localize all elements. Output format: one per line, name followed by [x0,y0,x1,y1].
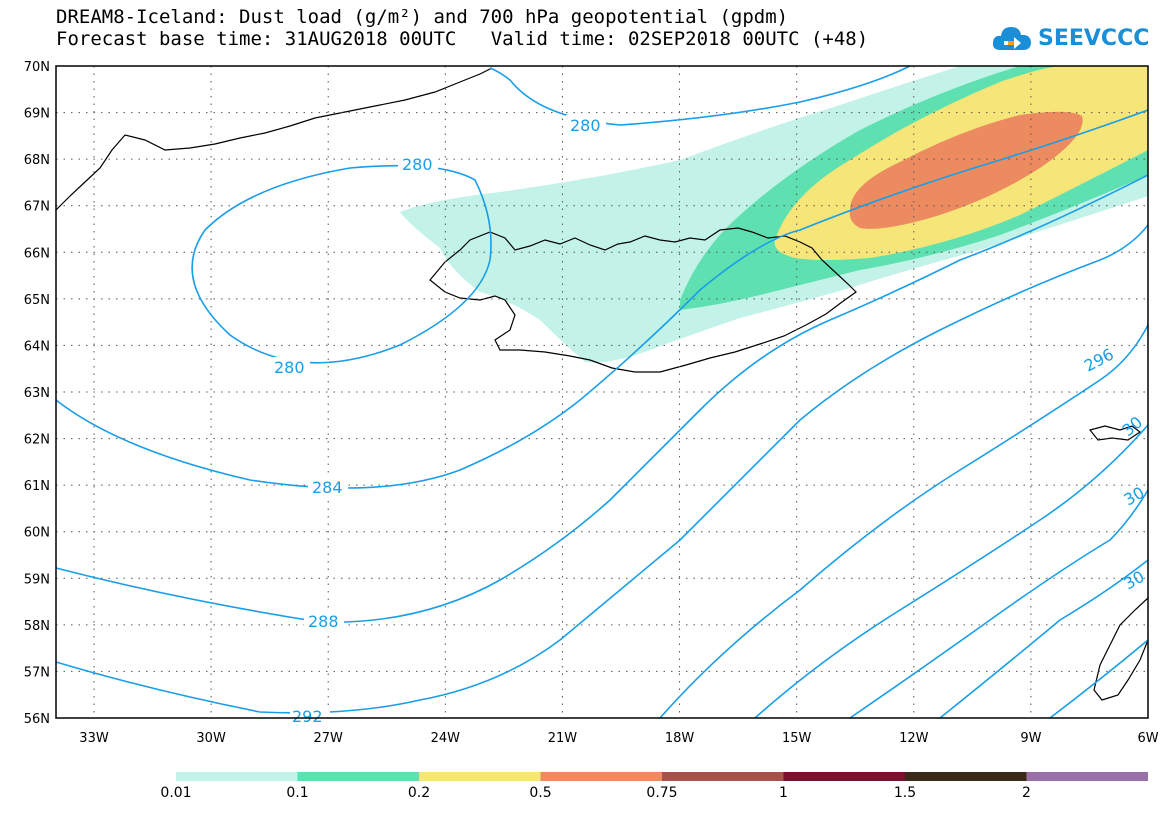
lon-tick-label: 27W [314,731,344,746]
colorbar-label: 0.2 [407,785,431,801]
lon-tick-label: 6W [1137,731,1158,746]
contour-label: 284 [312,478,343,497]
time-info: Forecast base time: 31AUG2018 00UTC Vali… [56,28,868,50]
colorbar [176,772,1148,781]
colorbar-swatch [783,772,905,781]
lat-tick-label: 58N [24,619,50,634]
contour-280-north [489,65,911,126]
base-time: Forecast base time: 31AUG2018 00UTC [56,28,457,50]
colorbar-label: 0.1 [286,785,309,801]
lat-tick-label: 60N [24,526,50,541]
lat-tick-label: 65N [24,293,50,308]
contour-label: 280 [274,358,305,377]
contour-label: 30 [1121,483,1148,510]
greenland-coast [55,67,493,211]
seevccc-logo: SEEVCCC [990,20,1149,56]
contour-304 [849,489,1149,719]
map-title: DREAM8-Iceland: Dust load (g/m²) and 700… [56,6,789,28]
lat-tick-label: 64N [24,339,50,354]
colorbar-swatch [419,772,541,781]
colorbar-label: 0.5 [529,785,552,801]
lon-tick-label: 30W [196,731,226,746]
logo-text: SEEVCCC [1038,25,1150,51]
colorbar-swatch [662,772,784,781]
contour-296 [659,324,1149,719]
contour-284 [55,109,1149,489]
scotland-coast [1093,597,1149,701]
lat-tick-label: 56N [24,712,50,727]
contour-label: 280 [570,116,601,135]
contour-label: 280 [402,155,433,174]
contour-312 [1049,639,1149,719]
colorbar-label: 0.01 [160,785,192,801]
lon-tick-label: 18W [665,731,695,746]
lat-tick-label: 69N [24,107,50,122]
colorbar-label: 0.75 [646,785,678,801]
lon-tick-label: 15W [782,731,812,746]
contour-300 [754,424,1149,719]
colorbar-swatch [297,772,419,781]
colorbar-swatch [176,772,298,781]
colorbar-label: 2 [1022,785,1031,801]
contour-label: 30 [1121,567,1148,594]
contour-label: 30 [1118,412,1146,440]
contour-308 [939,559,1149,719]
lat-tick-label: 66N [24,246,50,261]
lon-tick-label: 9W [1020,731,1041,746]
lon-tick-label: 21W [548,731,578,746]
coastline [55,67,1149,701]
axis-ticks: 70N 69N 68N 67N 66N 65N 64N 63N 62N 61N 60N 59N 58N 5… [24,60,1159,746]
lat-tick-label: 62N [24,433,50,448]
lat-tick-label: 70N [24,60,50,75]
lon-tick-label: 33W [79,731,109,746]
lon-tick-label: 12W [899,731,929,746]
colorbar-swatch [540,772,662,781]
faroe-islands [1088,425,1142,441]
contour-292 [55,224,1149,714]
colorbar-swatch [1026,772,1148,781]
colorbar-swatch [905,772,1027,781]
valid-time: Valid time: 02SEP2018 00UTC (+48) [490,28,869,50]
lat-tick-label: 59N [24,572,50,587]
contour-label: 292 [292,707,323,726]
lon-tick-label: 24W [431,731,461,746]
lat-tick-label: 57N [24,665,50,680]
geopotential-contours [55,65,1149,719]
cloud-arrow-icon [992,27,1031,50]
colorbar-label: 1 [779,785,788,801]
contour-280-loop [191,164,492,364]
contour-label: 288 [308,612,339,631]
map-frame [55,65,1149,719]
lat-tick-label: 68N [24,153,50,168]
lat-tick-label: 67N [24,200,50,215]
lat-tick-label: 61N [24,479,50,494]
iceland-outline [429,227,857,373]
lat-tick-label: 63N [24,386,50,401]
colorbar-label: 1.5 [893,785,917,801]
